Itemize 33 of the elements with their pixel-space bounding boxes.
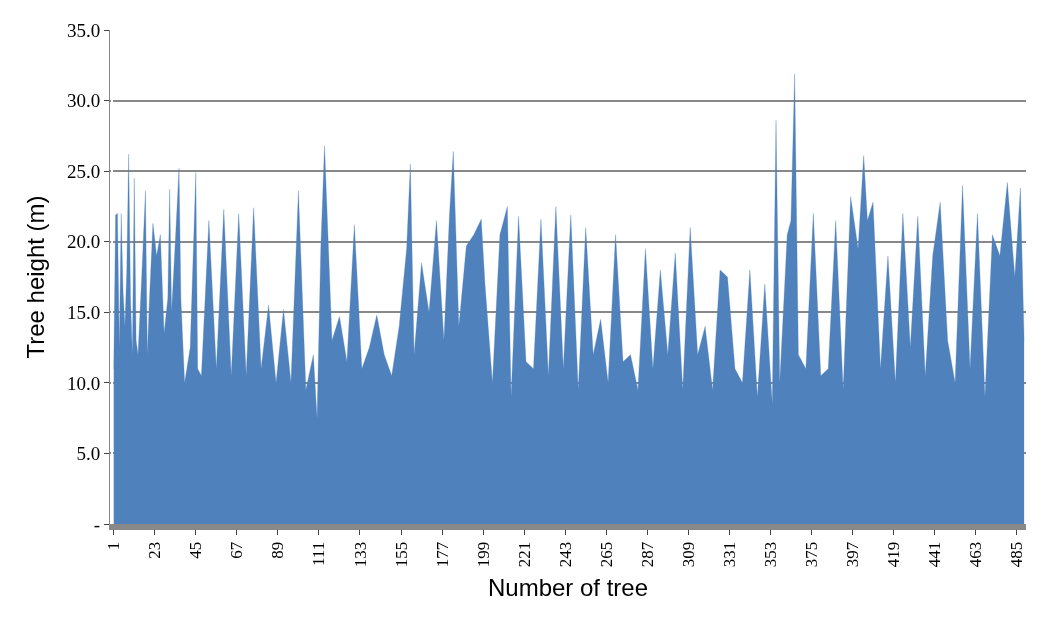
x-tick-label: 243	[555, 541, 575, 568]
y-tick-label: 10.0	[66, 372, 101, 394]
y-tick-label: -	[93, 513, 101, 535]
x-tick-label: 1	[104, 541, 124, 551]
x-tick-label: 287	[637, 541, 657, 568]
x-tick-label: 67	[227, 541, 247, 559]
x-tick-label: 331	[719, 541, 739, 568]
x-tick-label: 133	[350, 541, 370, 568]
x-tick-label: 463	[966, 541, 986, 568]
x-tick-label: 199	[473, 541, 493, 568]
x-tick-label: 441	[925, 541, 945, 568]
x-tick-label: 177	[432, 541, 452, 568]
x-tick-label: 485	[1007, 541, 1027, 568]
y-tick-label: 35.0	[66, 19, 101, 41]
x-tick-label: 397	[843, 541, 863, 568]
x-tick-label: 111	[309, 541, 329, 567]
y-axis-title: Tree height (m)	[22, 195, 50, 359]
x-tick-label: 45	[186, 541, 206, 559]
x-tick-label: 309	[678, 541, 698, 568]
x-tick-label: 155	[391, 541, 411, 568]
y-tick-label: 15.0	[66, 301, 101, 323]
y-tick-label: 20.0	[66, 231, 101, 253]
y-tick-label: 25.0	[66, 160, 101, 182]
x-tick-label: 375	[801, 541, 821, 568]
x-tick-label: 353	[760, 541, 780, 568]
x-tick-label: 23	[145, 541, 165, 559]
x-tick-label: 221	[514, 541, 534, 568]
x-axis-title: Number of tree	[487, 574, 649, 602]
x-tick-label: 265	[596, 541, 616, 568]
y-tick-label: 30.0	[66, 90, 101, 112]
y-tick-label: 5.0	[76, 443, 101, 465]
x-tick-label: 419	[884, 541, 904, 568]
x-tick-label: 89	[268, 541, 288, 559]
